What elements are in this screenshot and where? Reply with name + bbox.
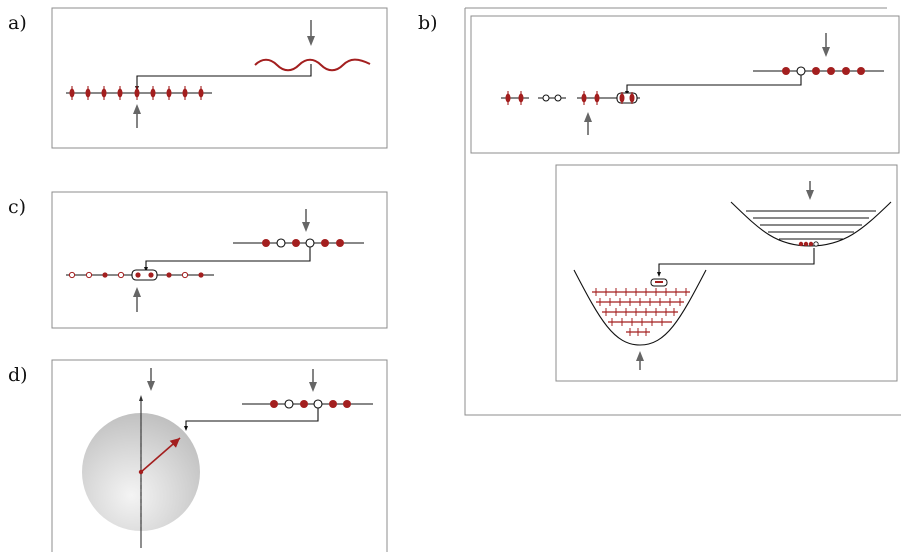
panel-b-top-frame [470, 15, 900, 154]
panel-b-label: b) [418, 12, 438, 34]
ensemble-chain [68, 269, 204, 281]
spin-site [150, 86, 156, 100]
transfer-connector [136, 64, 312, 88]
panel-a-frame [51, 7, 388, 149]
up-arrow-icon [636, 351, 644, 370]
down-arrow-icon [307, 20, 315, 46]
transfer-connector [626, 75, 802, 93]
panel-d-frame [51, 359, 388, 552]
transfer-connector [185, 408, 319, 428]
transfer-connector [658, 248, 815, 274]
panel-b-bottom-frame [555, 164, 898, 382]
sphere-center [138, 469, 144, 475]
spin-site [69, 86, 75, 100]
panel-c [51, 191, 388, 329]
panel-c-frame [51, 191, 388, 329]
register-chain [782, 66, 865, 76]
panel-b-outer-frame [464, 8, 901, 416]
panel-c-label: c) [8, 196, 27, 218]
microwave-wave [254, 58, 371, 72]
down-arrow-icon [302, 209, 310, 232]
spin-site [85, 86, 91, 100]
mixed-chain [501, 91, 640, 105]
spin-ensemble [592, 288, 690, 336]
spin-site [117, 86, 123, 100]
register-chain [262, 238, 344, 248]
spin-site [101, 86, 107, 100]
spin-chain [69, 86, 204, 100]
down-arrow-icon [822, 33, 830, 57]
potential-well-lower [573, 269, 707, 346]
potential-well-upper [730, 201, 892, 247]
down-arrow-icon [309, 369, 317, 392]
spin-site [134, 86, 140, 100]
panel-a [51, 7, 388, 149]
spin-site [182, 86, 188, 100]
register-in-well [798, 241, 819, 247]
panel-b [464, 7, 901, 416]
down-arrow-icon [806, 181, 814, 200]
state-vector-arrow [140, 437, 181, 473]
spin-site [166, 86, 172, 100]
register-chain [270, 399, 351, 409]
panel-d-label: d) [8, 364, 28, 386]
up-arrow-icon [133, 104, 141, 128]
transfer-connector [145, 247, 311, 269]
up-arrow-icon [584, 112, 592, 135]
panel-a-label: a) [8, 12, 27, 34]
spin-site [198, 86, 204, 100]
up-arrow-icon [133, 287, 141, 312]
energy-levels [746, 210, 876, 240]
down-arrow-icon [147, 368, 155, 391]
panel-d [51, 359, 388, 552]
